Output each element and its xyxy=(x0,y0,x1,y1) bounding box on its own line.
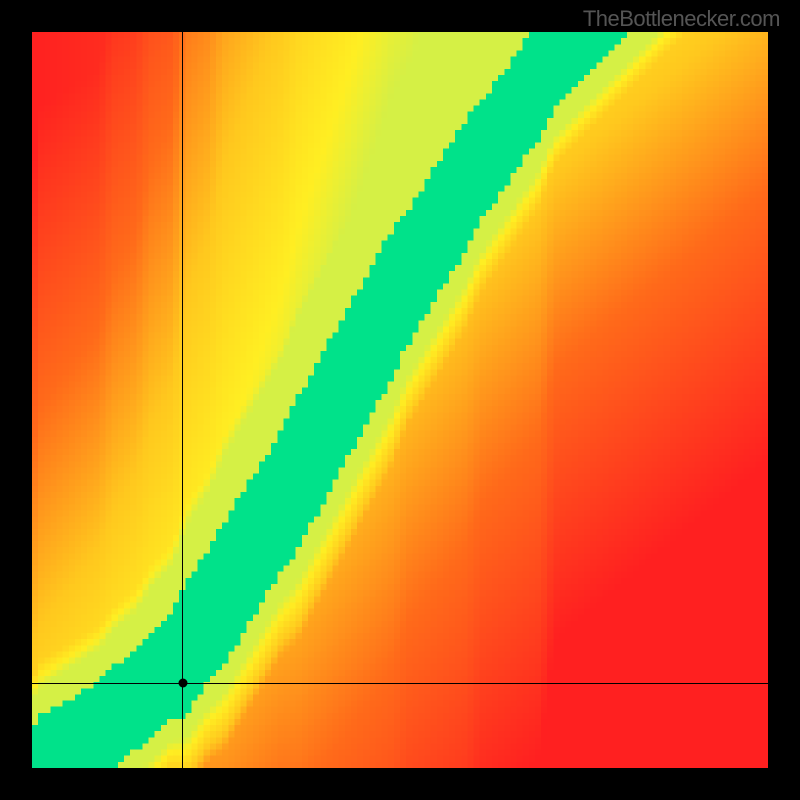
crosshair-horizontal-line xyxy=(32,683,768,684)
crosshair-marker-dot xyxy=(178,679,187,688)
watermark-text: TheBottlenecker.com xyxy=(583,6,780,32)
bottleneck-heatmap xyxy=(32,32,768,768)
crosshair-vertical-line xyxy=(182,32,183,768)
